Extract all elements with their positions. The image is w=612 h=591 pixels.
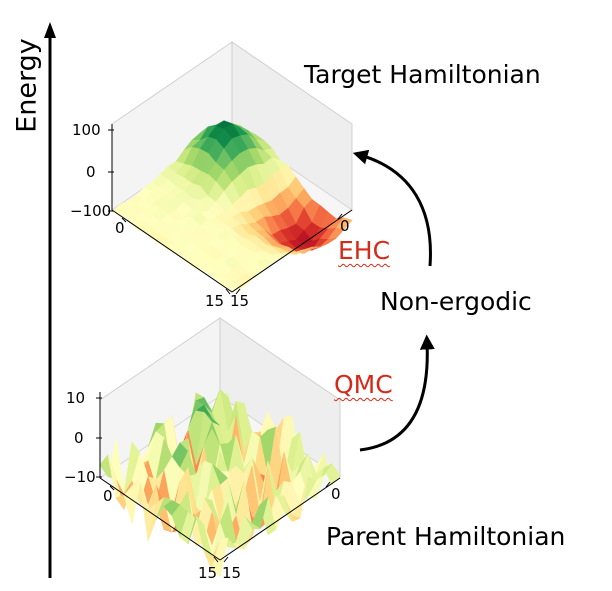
top-left-tick-15: 15	[205, 292, 225, 310]
top-plot-frame	[108, 124, 353, 295]
top-z-tick-neg100: −100	[70, 202, 112, 220]
top-right-tick-0: 0	[340, 217, 350, 235]
bottom-plot-frame	[96, 392, 341, 563]
bottom-z-tick-neg10: −10	[64, 468, 96, 486]
qmc-curved-arrow	[359, 334, 435, 452]
energy-axis-arrowhead	[44, 22, 56, 38]
non-ergodic-label: Non-ergodic	[380, 287, 532, 316]
bottom-right-tick-15: 15	[222, 564, 242, 582]
bottom-z-tick-0: 0	[74, 429, 84, 447]
ehc-label: EHC	[338, 236, 391, 265]
top-surface-facet	[223, 281, 241, 290]
target-hamiltonian-label: Target Hamiltonian	[304, 60, 541, 89]
bottom-z-tick-10: 10	[66, 389, 86, 407]
top-z-tick-100: 100	[72, 121, 101, 139]
bottom-surface	[99, 388, 341, 578]
ehc-curved-arrow	[352, 149, 432, 267]
top-surface	[111, 120, 353, 290]
parent-hamiltonian-label: Parent Hamiltonian	[326, 522, 566, 551]
qmc-label: QMC	[334, 370, 393, 399]
top-z-tick-0: 0	[86, 163, 96, 181]
bottom-right-tick-0: 0	[331, 485, 341, 503]
top-left-tick-0: 0	[115, 219, 125, 237]
bottom-surface-facet	[211, 537, 229, 578]
top-right-tick-15: 15	[230, 292, 250, 310]
energy-axis-label: Energy	[11, 38, 43, 133]
bottom-left-tick-15: 15	[198, 564, 218, 582]
bottom-left-tick-0: 0	[103, 487, 113, 505]
